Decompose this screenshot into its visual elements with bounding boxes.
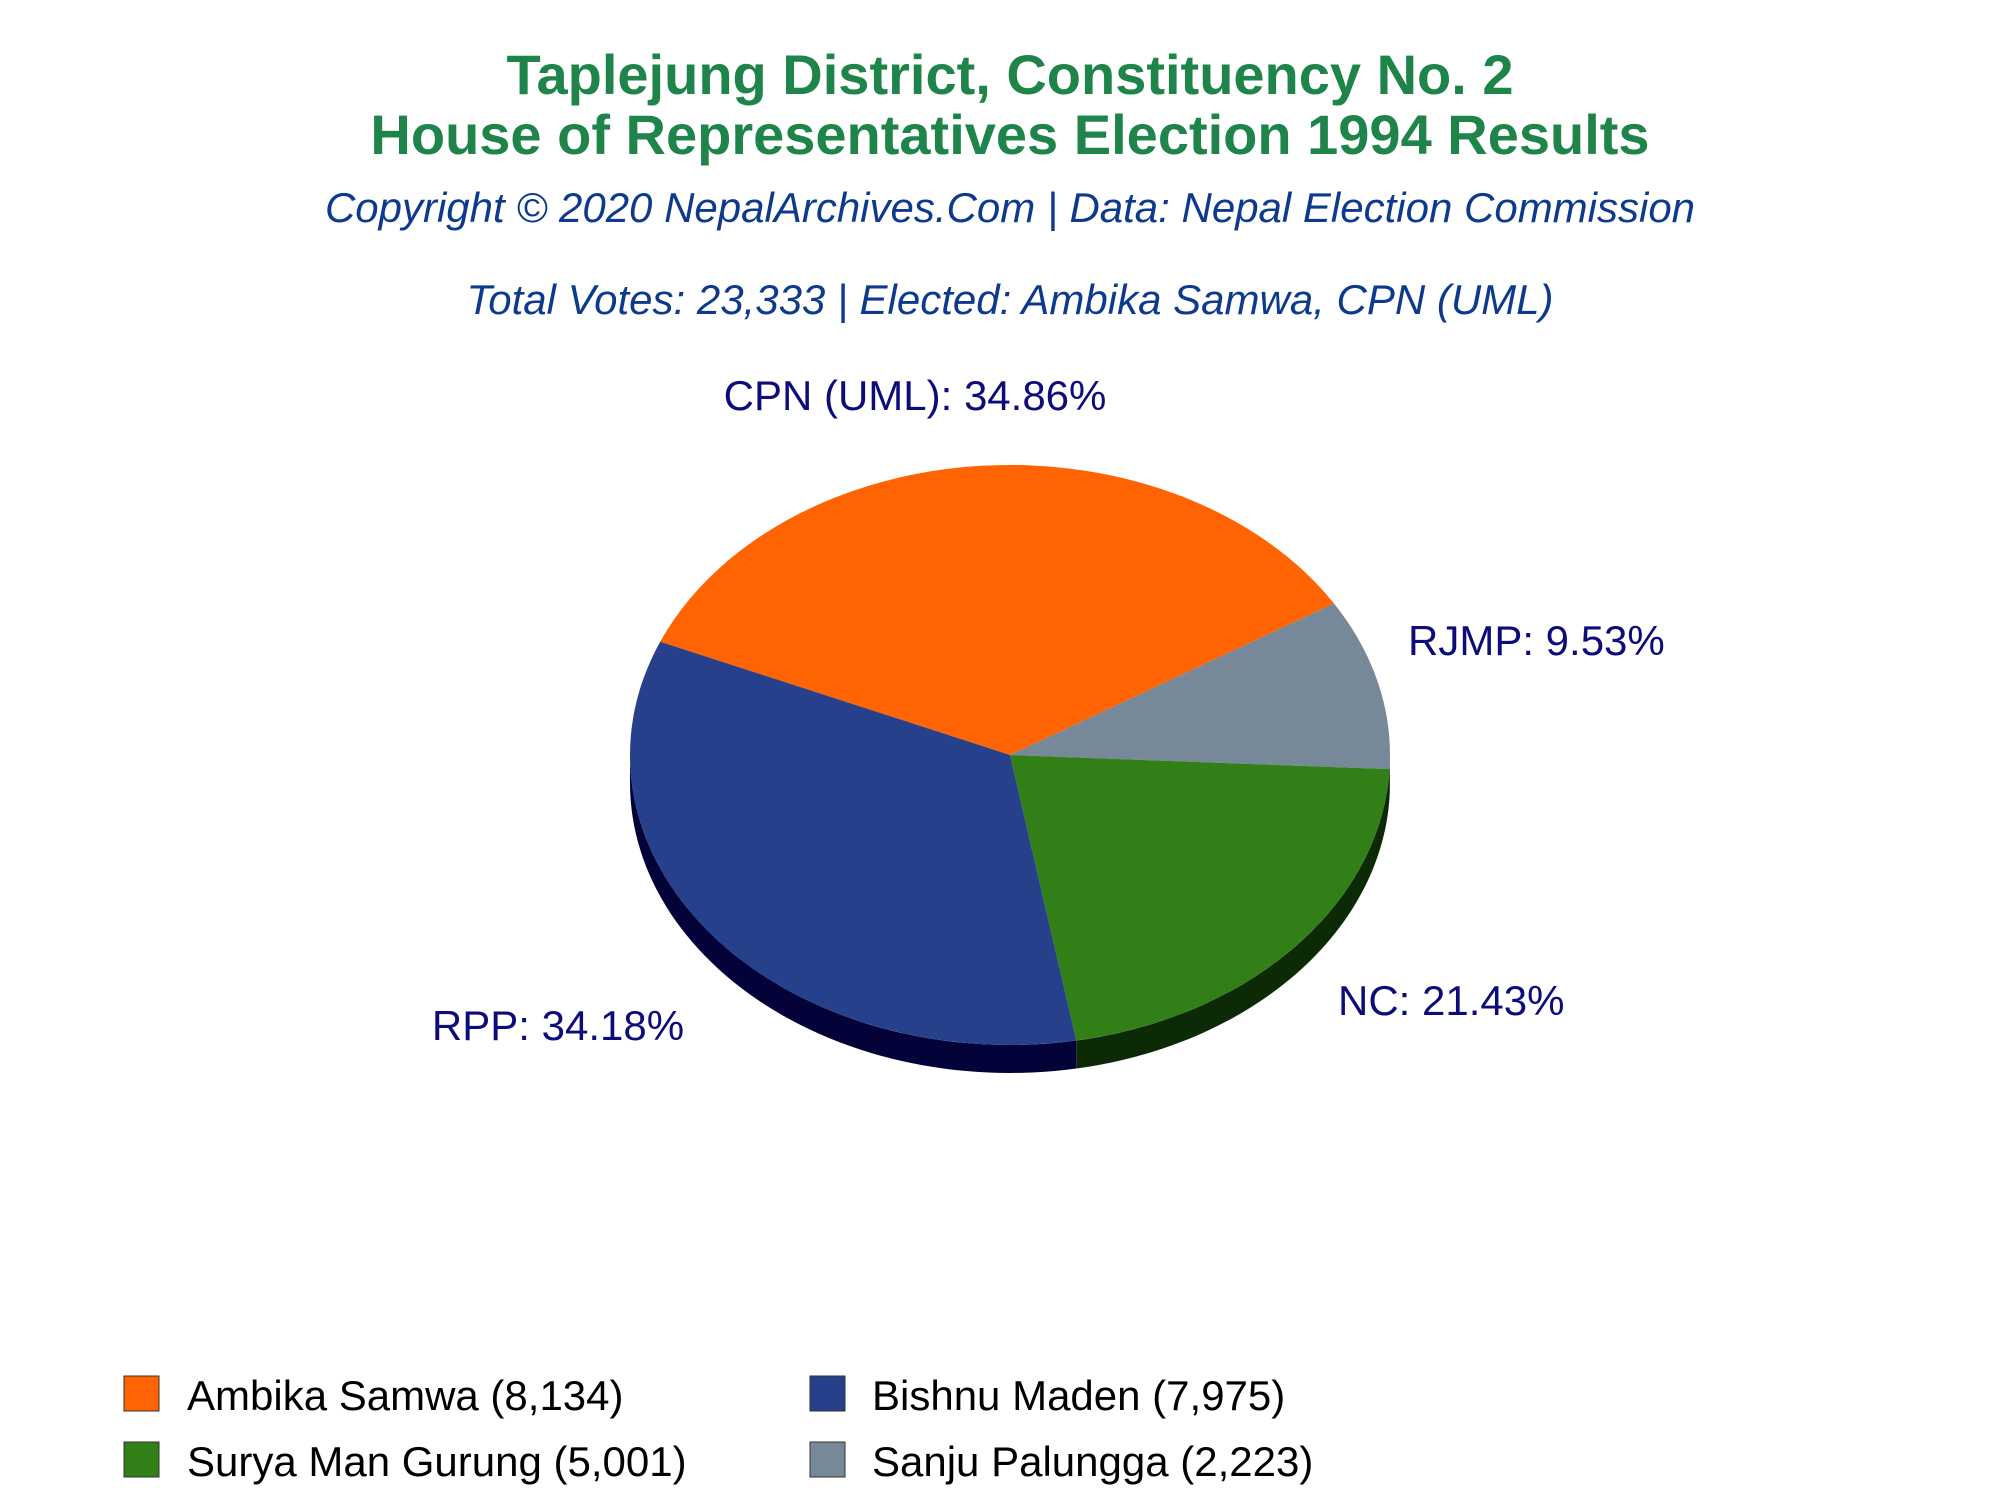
legend-label-surya-man-gurung: Surya Man Gurung (5,001) bbox=[187, 1438, 687, 1485]
pie-slice-rjmp bbox=[1010, 603, 1390, 770]
legend-label-ambika-samwa: Ambika Samwa (8,134) bbox=[187, 1372, 624, 1419]
legend-label-bishnu-maden: Bishnu Maden (7,975) bbox=[872, 1372, 1285, 1419]
pie-side-nc bbox=[1076, 769, 1390, 1069]
legend: Ambika Samwa (8,134) Bishnu Maden (7,975… bbox=[123, 1372, 1313, 1485]
pie-slice-nc bbox=[1010, 755, 1390, 1041]
slice-label-cpn-uml: CPN (UML): 34.86% bbox=[724, 372, 1107, 419]
legend-label-sanju-palungga: Sanju Palungga (2,223) bbox=[872, 1438, 1313, 1485]
chart-title: Taplejung District, Constituency No. 2 bbox=[506, 43, 1513, 106]
legend-swatch-ambika-samwa bbox=[123, 1375, 160, 1412]
slice-label-rjmp: RJMP: 9.53% bbox=[1408, 617, 1665, 664]
legend-swatch-surya-man-gurung bbox=[123, 1441, 160, 1478]
pie-depth bbox=[630, 755, 1390, 1073]
chart-title-line2: House of Representatives Election 1994 R… bbox=[370, 103, 1649, 166]
chart-subtitle: Copyright © 2020 NepalArchives.Com | Dat… bbox=[325, 184, 1695, 232]
pie-slices bbox=[630, 465, 1390, 1045]
slice-label-nc: NC: 21.43% bbox=[1338, 977, 1564, 1024]
chart-summary: Total Votes: 23,333 | Elected: Ambika Sa… bbox=[466, 276, 1553, 324]
slice-label-rpp: RPP: 34.18% bbox=[432, 1002, 684, 1049]
legend-swatch-bishnu-maden bbox=[809, 1375, 846, 1412]
pie-slice-cpn-uml bbox=[660, 465, 1334, 755]
legend-swatch-sanju-palungga bbox=[809, 1441, 846, 1478]
pie-slice-rpp bbox=[630, 641, 1077, 1045]
